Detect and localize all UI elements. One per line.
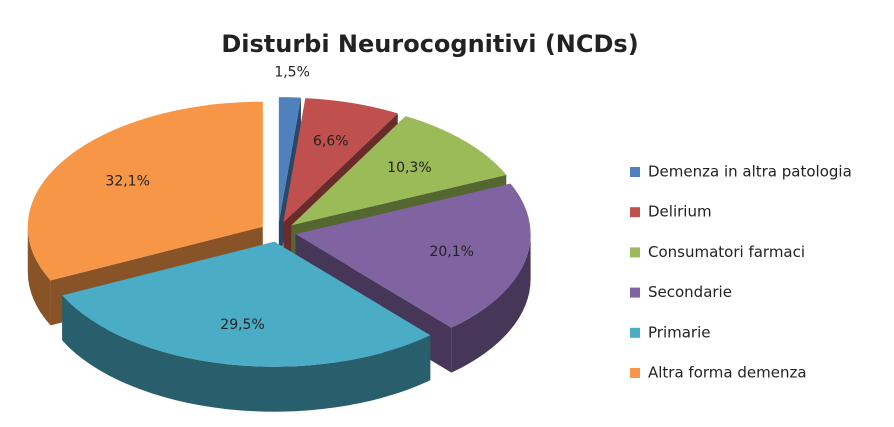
chart-title: Disturbi Neurocognitivi (NCDs)	[221, 30, 638, 58]
legend-label: Demenza in altra patologia	[648, 163, 852, 181]
legend-label: Altra forma demenza	[648, 364, 807, 382]
legend-swatch	[630, 368, 640, 378]
legend-swatch	[630, 287, 640, 298]
slice-top	[27, 101, 263, 281]
slice-top	[295, 183, 531, 328]
slice	[62, 241, 431, 412]
data-label: 10,3%	[387, 160, 431, 176]
data-label: 32,1%	[105, 173, 149, 189]
legend-label: Consumatori farmaci	[648, 243, 805, 261]
legend-swatch	[630, 327, 640, 338]
data-label: 29,5%	[220, 317, 264, 333]
legend-swatch	[630, 167, 640, 177]
legend-swatch	[630, 207, 640, 218]
slice-top	[291, 116, 507, 226]
slice-wall	[27, 226, 51, 326]
slice-top	[278, 97, 301, 223]
legend-label: Primarie	[648, 323, 710, 341]
legend-label: Secondarie	[648, 283, 732, 301]
slice-top	[62, 241, 431, 367]
slice-wall	[62, 295, 431, 412]
data-label: 6,6%	[313, 133, 349, 149]
slice-top	[283, 98, 398, 223]
legend-swatch	[630, 247, 640, 258]
data-label: 20,1%	[429, 244, 473, 260]
data-label: 1,5%	[274, 64, 310, 80]
legend-label: Delirium	[648, 203, 712, 221]
slice-wall	[451, 234, 531, 373]
